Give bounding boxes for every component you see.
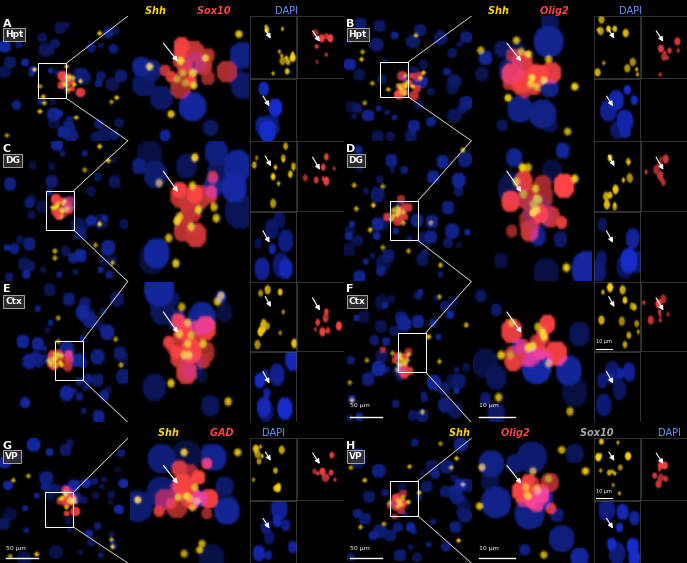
- Text: 50 μm: 50 μm: [6, 546, 26, 551]
- Text: Olig2: Olig2: [502, 428, 534, 438]
- Text: Sox10: Sox10: [580, 428, 616, 438]
- Text: DAPI: DAPI: [619, 6, 642, 16]
- Text: DG: DG: [5, 156, 20, 165]
- Text: Shh: Shh: [145, 6, 169, 16]
- Text: A: A: [3, 19, 11, 29]
- Bar: [45, 191, 74, 230]
- Text: Sox10: Sox10: [197, 6, 234, 16]
- Text: Ctx: Ctx: [5, 297, 22, 306]
- Text: D: D: [346, 144, 355, 154]
- Text: DAPI: DAPI: [275, 6, 298, 16]
- Text: VP: VP: [5, 452, 19, 461]
- Bar: [390, 481, 418, 516]
- Text: 50 μm: 50 μm: [350, 546, 370, 551]
- Text: C: C: [3, 144, 11, 154]
- Text: Hpt: Hpt: [5, 30, 23, 39]
- Text: Shh: Shh: [449, 428, 473, 438]
- Text: VP: VP: [348, 452, 362, 461]
- Text: Olig2: Olig2: [541, 6, 573, 16]
- Text: 10 μm: 10 μm: [480, 403, 499, 408]
- Text: H: H: [346, 441, 355, 451]
- Bar: [55, 341, 82, 380]
- Text: DG: DG: [348, 156, 363, 165]
- Bar: [45, 492, 74, 527]
- Text: 10 μm: 10 μm: [596, 339, 611, 345]
- Text: E: E: [3, 284, 10, 294]
- Text: GAD: GAD: [210, 428, 237, 438]
- Text: 10 μm: 10 μm: [596, 489, 611, 494]
- Text: DAPI: DAPI: [262, 428, 285, 438]
- Text: F: F: [346, 284, 354, 294]
- Text: 10 μm: 10 μm: [480, 546, 499, 551]
- Text: Shh: Shh: [158, 428, 182, 438]
- Text: 50 μm: 50 μm: [350, 403, 370, 408]
- Bar: [398, 333, 426, 372]
- Bar: [390, 201, 418, 240]
- Text: B: B: [346, 19, 354, 29]
- Text: G: G: [3, 441, 12, 451]
- Text: DAPI: DAPI: [658, 428, 681, 438]
- Bar: [380, 62, 408, 97]
- Bar: [38, 64, 66, 98]
- Text: Ctx: Ctx: [348, 297, 365, 306]
- Text: Shh: Shh: [488, 6, 513, 16]
- Text: Hpt: Hpt: [348, 30, 367, 39]
